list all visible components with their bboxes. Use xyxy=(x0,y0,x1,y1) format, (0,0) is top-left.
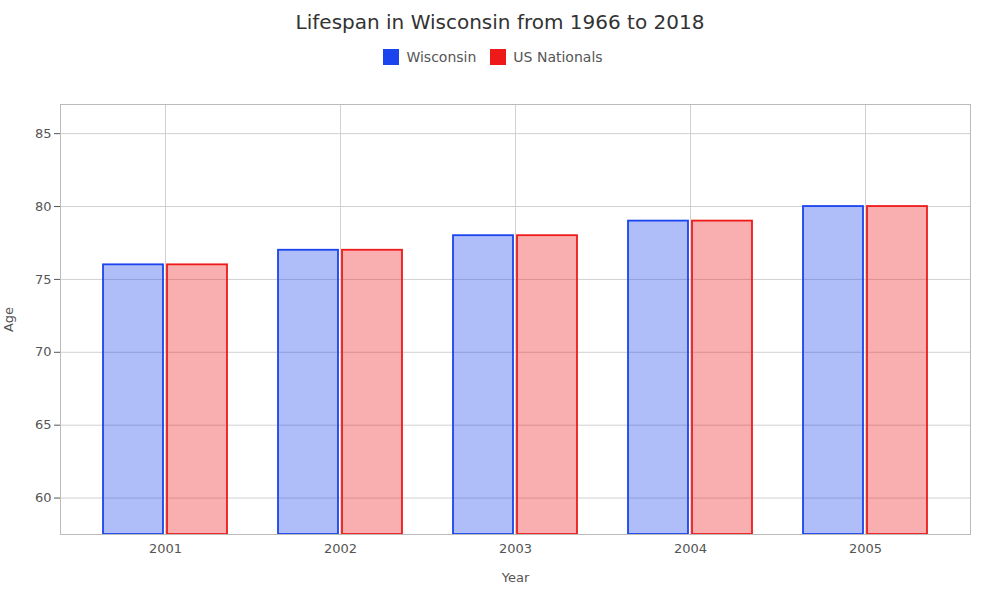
svg-text:85: 85 xyxy=(35,126,52,141)
svg-text:60: 60 xyxy=(35,490,52,505)
html-text:US Nationals: US Nationals xyxy=(513,48,603,65)
svg-text:Year: Year xyxy=(501,570,530,585)
svg-text:2001: 2001 xyxy=(149,541,182,556)
svg-text:2002: 2002 xyxy=(324,541,357,556)
svg-text:2003: 2003 xyxy=(499,541,532,556)
svg-text:2004: 2004 xyxy=(674,541,707,556)
html-text:Lifespan in Wisconsin from 196: Lifespan in Wisconsin from 1966 to 2018 xyxy=(295,10,705,34)
svg-text:2005: 2005 xyxy=(849,541,882,556)
svg-text:80: 80 xyxy=(35,199,52,214)
html-text:Wisconsin: Wisconsin xyxy=(406,48,477,65)
svg-text:65: 65 xyxy=(35,417,52,432)
svg-text:70: 70 xyxy=(35,344,52,359)
svg-text:75: 75 xyxy=(35,272,52,287)
svg-text:Age: Age xyxy=(1,307,16,332)
